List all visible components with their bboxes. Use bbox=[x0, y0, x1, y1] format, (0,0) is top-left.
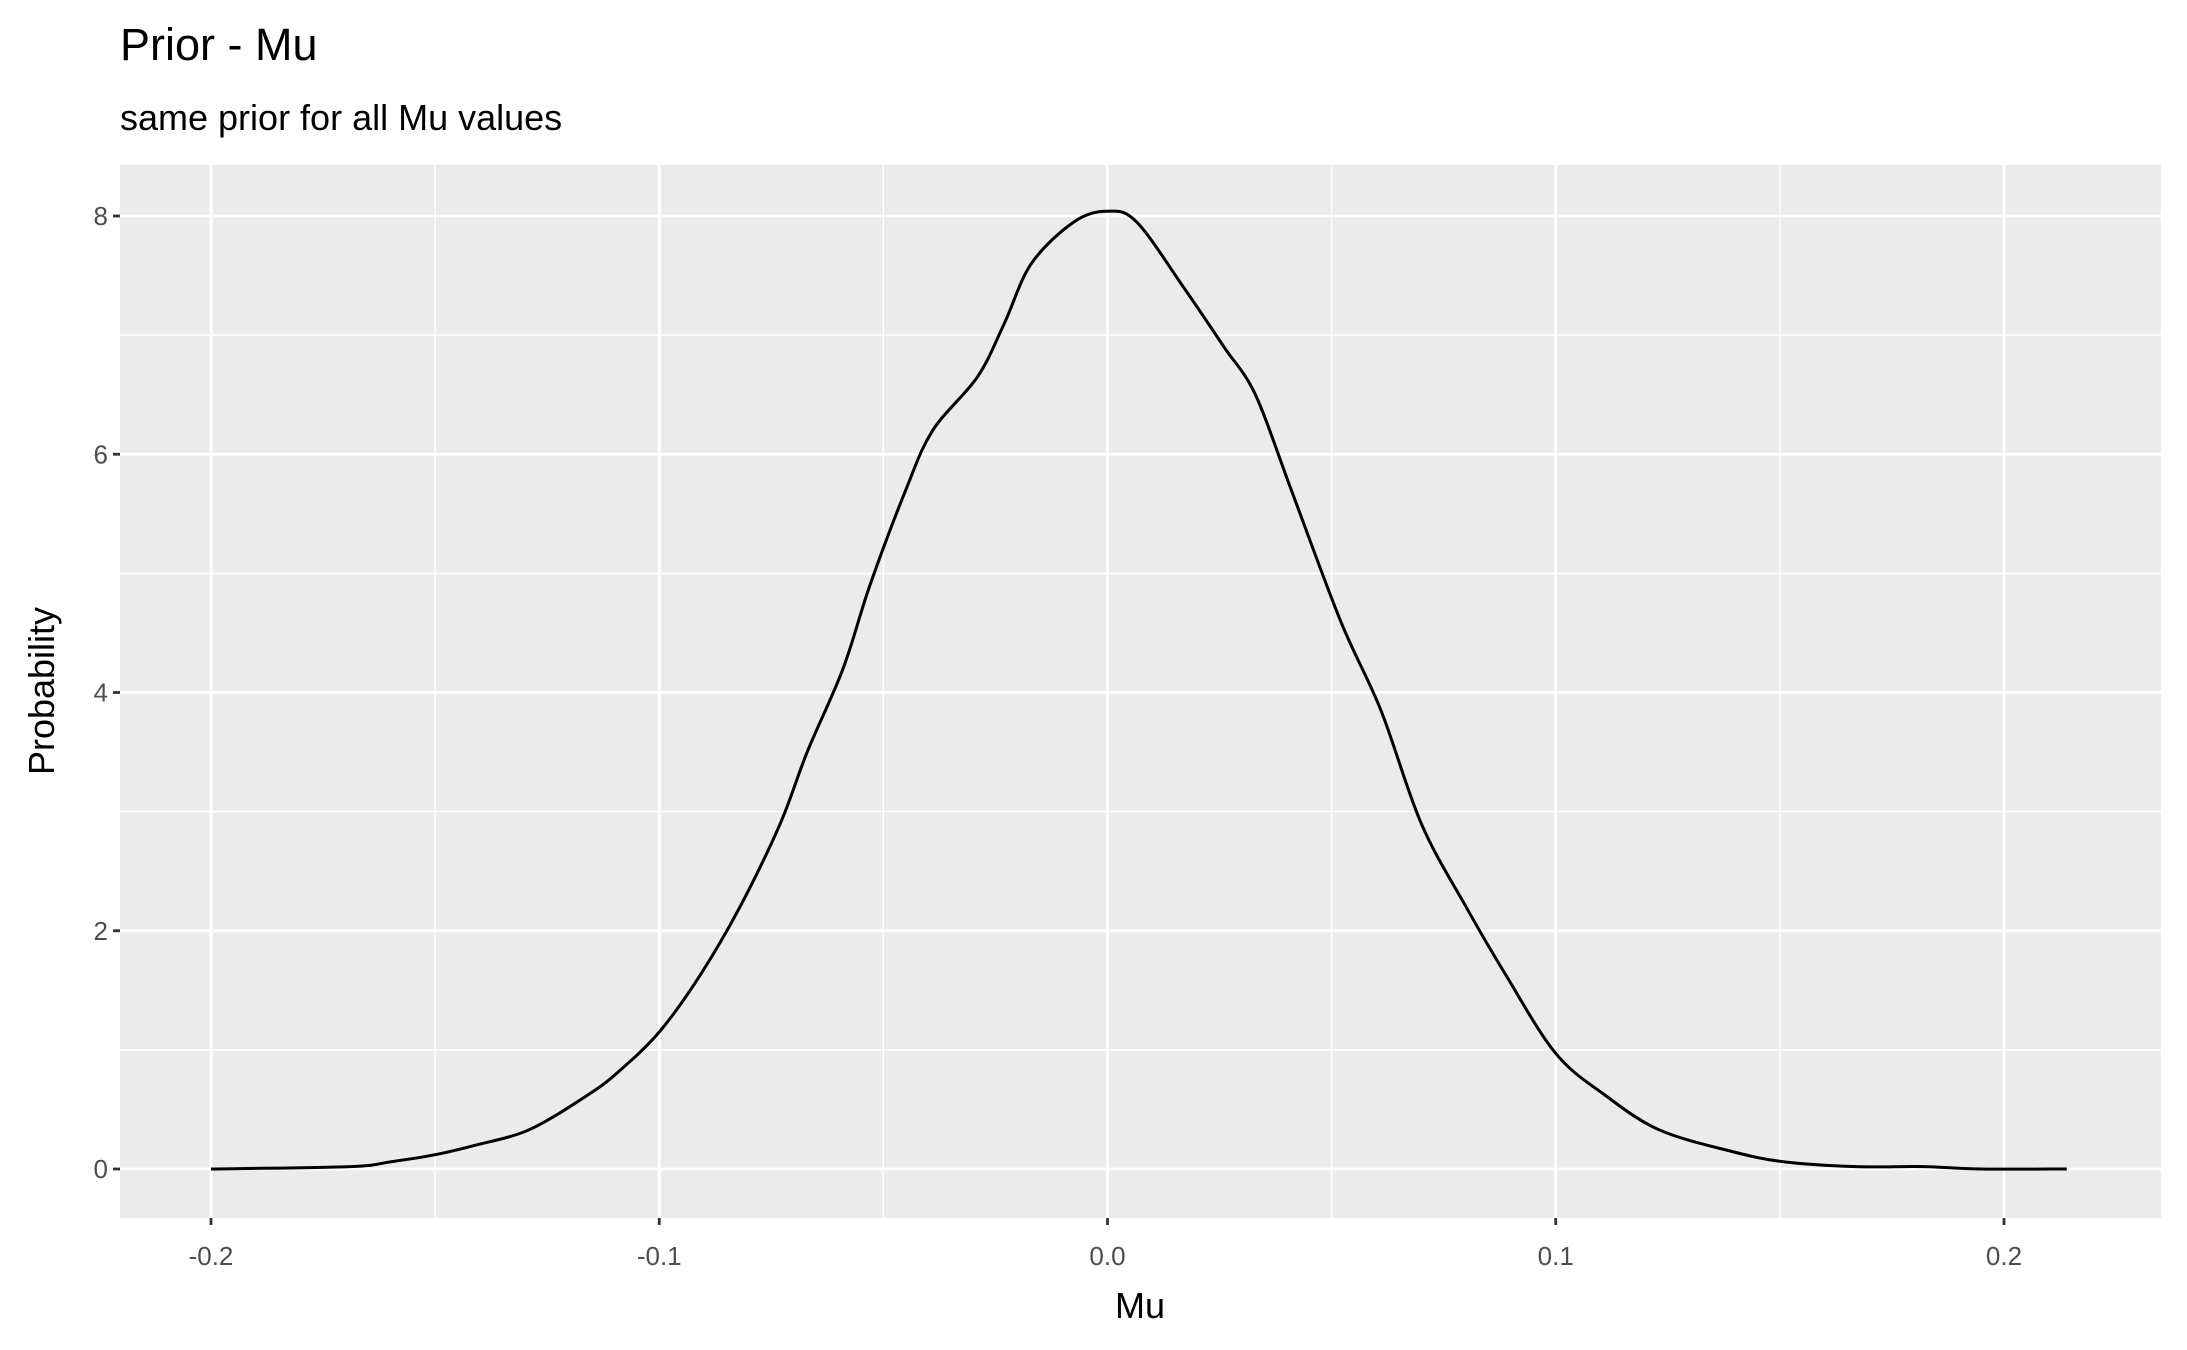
chart-subtitle: same prior for all Mu values bbox=[120, 97, 562, 138]
x-tick-label: 0.0 bbox=[1089, 1241, 1125, 1271]
y-tick-label: 6 bbox=[94, 439, 108, 469]
y-axis-title: Probability bbox=[21, 607, 62, 775]
axis-ticks: -0.2 -0.1 0.0 0.1 0.2 0 2 4 6 8 bbox=[94, 201, 2023, 1271]
chart-title: Prior - Mu bbox=[120, 19, 318, 70]
x-tick-label: -0.2 bbox=[189, 1241, 234, 1271]
y-tick-label: 4 bbox=[94, 678, 108, 708]
x-axis-title: Mu bbox=[1115, 1285, 1165, 1326]
x-tick-label: 0.1 bbox=[1538, 1241, 1574, 1271]
x-tick-label: -0.1 bbox=[637, 1241, 682, 1271]
y-tick-label: 2 bbox=[94, 916, 108, 946]
grid-lines bbox=[120, 165, 2161, 1218]
x-tick-label: 0.2 bbox=[1986, 1241, 2022, 1271]
density-line bbox=[210, 209, 2067, 1171]
y-tick-label: 0 bbox=[94, 1154, 108, 1184]
y-tick-label: 8 bbox=[94, 201, 108, 231]
